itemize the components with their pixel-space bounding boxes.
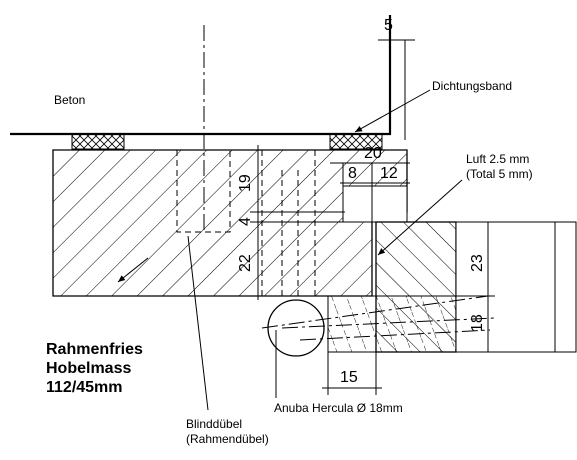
anuba-hinge [267,299,325,357]
sealing-strip-left [71,133,125,150]
concrete-outline [10,15,392,136]
label-anuba: Anuba Hercula Ø 18mm [274,401,403,415]
label-rahmenfries-2: Hobelmass [46,360,131,377]
hinge-axis-2 [281,317,496,329]
dim-15: 15 [340,369,358,386]
label-beton: Beton [54,93,85,107]
leader-blinddubel [187,235,209,411]
label-blinddubel-2: (Rahmendübel) [186,432,269,446]
hinge-axis [261,295,489,329]
label-dichtungsband: Dichtungsband [432,79,512,93]
frame-rebate-pocket [342,185,408,223]
blind-dowel [176,150,231,233]
dim-19: 19 [237,174,254,192]
dim-4: 4 [237,217,254,226]
label-blinddubel-1: Blinddübel [186,417,242,431]
label-luft-1: Luft 2.5 mm [466,152,529,166]
leader-rahmenfries [117,257,149,283]
hinge-axis-3 [299,329,491,341]
dim-23: 23 [469,254,486,272]
dim-8: 8 [348,165,357,182]
dim-5: 5 [384,17,393,34]
label-luft-2: (Total 5 mm) [466,167,533,181]
dim-18: 18 [469,314,486,332]
door-leaf-lower [327,295,457,353]
leader-luft [377,179,463,256]
dim-20: 20 [364,145,382,162]
label-rahmenfries-1: Rahmenfries [46,341,143,358]
label-rahmenfries-3: 112/45mm [46,379,123,396]
leader-dichtungsband [354,89,431,133]
sealing-strip-right [329,133,383,150]
dim-22: 22 [237,254,254,272]
dim-12: 12 [380,165,398,182]
